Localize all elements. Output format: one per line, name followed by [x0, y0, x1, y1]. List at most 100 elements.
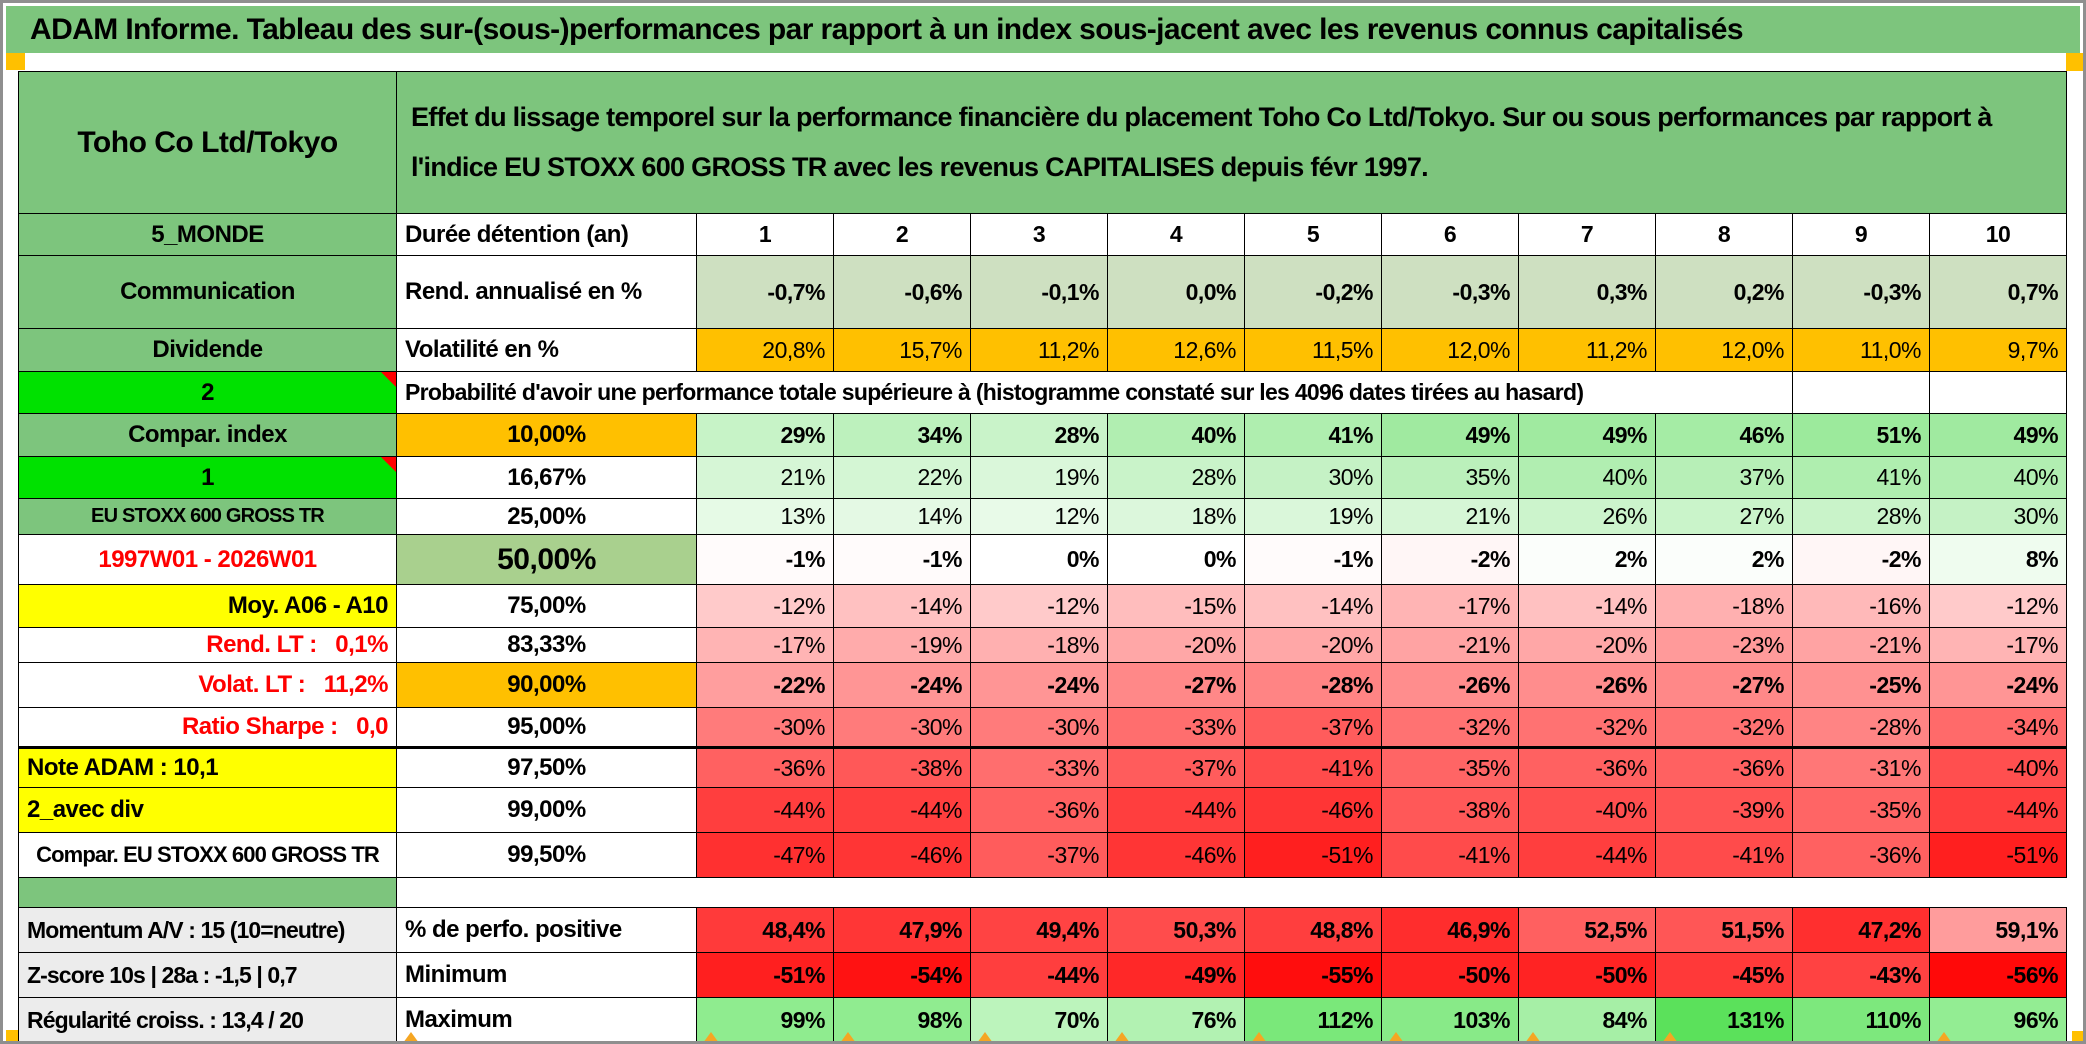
data-cell[interactable]: -36%: [1792, 832, 1930, 878]
data-cell[interactable]: 8%: [1928, 534, 2068, 585]
data-cell[interactable]: -21%: [1381, 627, 1519, 663]
data-cell[interactable]: -32%: [1381, 707, 1519, 748]
data-cell[interactable]: -20%: [1518, 627, 1656, 663]
data-cell[interactable]: -38%: [833, 746, 971, 788]
data-cell[interactable]: 15,7%: [833, 328, 971, 372]
data-cell[interactable]: -27%: [1655, 662, 1793, 708]
data-cell[interactable]: -51%: [1244, 832, 1382, 878]
row-param-cell[interactable]: 16,67%: [396, 456, 697, 499]
data-cell[interactable]: 49%: [1518, 413, 1656, 457]
data-cell[interactable]: -12%: [1928, 584, 2068, 628]
data-cell[interactable]: 11,2%: [1518, 328, 1656, 372]
data-cell[interactable]: 96%: [1928, 997, 2068, 1041]
instrument-name-cell[interactable]: Toho Co Ltd/Tokyo: [18, 71, 397, 214]
data-cell[interactable]: -46%: [1244, 787, 1382, 833]
data-cell[interactable]: -50%: [1518, 952, 1656, 998]
data-cell[interactable]: 50,3%: [1107, 907, 1245, 953]
data-cell[interactable]: -24%: [970, 662, 1108, 708]
data-cell[interactable]: -0,3%: [1381, 255, 1519, 329]
data-cell[interactable]: -34%: [1928, 707, 2068, 748]
data-cell[interactable]: -26%: [1381, 662, 1519, 708]
data-cell[interactable]: -14%: [833, 584, 971, 628]
row-label-cell[interactable]: Communication: [18, 255, 397, 329]
data-cell[interactable]: 51%: [1792, 413, 1930, 457]
data-cell[interactable]: -49%: [1107, 952, 1245, 998]
data-cell[interactable]: -25%: [1792, 662, 1930, 708]
row-label-cell[interactable]: Ratio Sharpe : 0,0: [18, 707, 397, 748]
row-label-cell[interactable]: Compar. index: [18, 413, 397, 457]
data-cell[interactable]: 6: [1381, 213, 1519, 256]
row-param-cell[interactable]: 75,00%: [396, 584, 697, 628]
data-cell[interactable]: 0,7%: [1928, 255, 2068, 329]
data-cell[interactable]: 131%: [1655, 997, 1793, 1041]
data-cell[interactable]: -1%: [833, 534, 971, 585]
data-cell[interactable]: 49%: [1381, 413, 1519, 457]
data-cell[interactable]: -44%: [970, 952, 1108, 998]
data-cell[interactable]: 10: [1928, 213, 2068, 256]
data-cell[interactable]: -54%: [833, 952, 971, 998]
data-cell[interactable]: 0,2%: [1655, 255, 1793, 329]
data-cell[interactable]: -17%: [1381, 584, 1519, 628]
data-cell[interactable]: -47%: [696, 832, 834, 878]
data-cell[interactable]: -41%: [1244, 746, 1382, 788]
data-cell[interactable]: 22%: [833, 456, 971, 499]
data-cell[interactable]: 0,0%: [1107, 255, 1245, 329]
data-cell[interactable]: -18%: [970, 627, 1108, 663]
data-cell[interactable]: 1: [696, 213, 834, 256]
data-cell[interactable]: -46%: [833, 832, 971, 878]
row-param-cell[interactable]: 90,00%: [396, 662, 697, 708]
data-cell[interactable]: -1%: [696, 534, 834, 585]
data-cell[interactable]: -32%: [1518, 707, 1656, 748]
data-cell[interactable]: 59,1%: [1928, 907, 2068, 953]
data-cell[interactable]: 34%: [833, 413, 971, 457]
data-cell[interactable]: 40%: [1518, 456, 1656, 499]
data-cell[interactable]: -40%: [1518, 787, 1656, 833]
data-cell[interactable]: -21%: [1792, 627, 1930, 663]
data-cell[interactable]: 46,9%: [1381, 907, 1519, 953]
data-cell[interactable]: 103%: [1381, 997, 1519, 1041]
data-cell[interactable]: -30%: [970, 707, 1108, 748]
data-cell[interactable]: -26%: [1518, 662, 1656, 708]
data-cell[interactable]: 0%: [970, 534, 1108, 585]
data-cell[interactable]: -44%: [696, 787, 834, 833]
row-label-cell[interactable]: Dividende: [18, 328, 397, 372]
data-cell[interactable]: -33%: [970, 746, 1108, 788]
data-cell[interactable]: 27%: [1655, 498, 1793, 535]
data-cell[interactable]: 7: [1518, 213, 1656, 256]
data-cell[interactable]: 70%: [970, 997, 1108, 1041]
data-cell[interactable]: -28%: [1244, 662, 1382, 708]
data-cell[interactable]: -14%: [1244, 584, 1382, 628]
probability-note-cell[interactable]: Probabilité d'avoir une performance tota…: [396, 371, 1793, 414]
report-description-cell[interactable]: Effet du lissage temporel sur la perform…: [395, 71, 2068, 214]
data-cell[interactable]: 0%: [1107, 534, 1245, 585]
data-cell[interactable]: 110%: [1792, 997, 1930, 1041]
data-cell[interactable]: 13%: [696, 498, 834, 535]
data-cell[interactable]: 28%: [970, 413, 1108, 457]
row-label-cell[interactable]: Momentum A/V : 15 (10=neutre): [18, 907, 397, 953]
row-label-cell[interactable]: Régularité croiss. : 13,4 / 20: [18, 997, 397, 1041]
data-cell[interactable]: 41%: [1244, 413, 1382, 457]
data-cell[interactable]: -56%: [1928, 952, 2068, 998]
data-cell[interactable]: -37%: [1244, 707, 1382, 748]
data-cell[interactable]: 20,8%: [696, 328, 834, 372]
row-param-cell[interactable]: Minimum: [396, 952, 697, 998]
data-cell[interactable]: 8: [1655, 213, 1793, 256]
data-cell[interactable]: 51,5%: [1655, 907, 1793, 953]
data-cell[interactable]: 48,4%: [696, 907, 834, 953]
data-cell[interactable]: -22%: [696, 662, 834, 708]
data-cell[interactable]: -12%: [696, 584, 834, 628]
data-cell[interactable]: -2%: [1792, 534, 1930, 585]
data-cell[interactable]: 18%: [1107, 498, 1245, 535]
data-cell[interactable]: -38%: [1381, 787, 1519, 833]
row-label-cell[interactable]: 2_avec div: [18, 787, 397, 833]
data-cell[interactable]: -44%: [1107, 787, 1245, 833]
row-param-cell[interactable]: Maximum: [396, 997, 697, 1041]
data-cell[interactable]: -39%: [1655, 787, 1793, 833]
row-param-cell[interactable]: % de perfo. positive: [396, 907, 697, 953]
row-param-cell[interactable]: 95,00%: [396, 707, 697, 748]
data-cell[interactable]: 99%: [696, 997, 834, 1041]
data-cell[interactable]: 28%: [1792, 498, 1930, 535]
data-cell[interactable]: -15%: [1107, 584, 1245, 628]
data-cell[interactable]: 30%: [1244, 456, 1382, 499]
data-cell[interactable]: -36%: [1518, 746, 1656, 788]
